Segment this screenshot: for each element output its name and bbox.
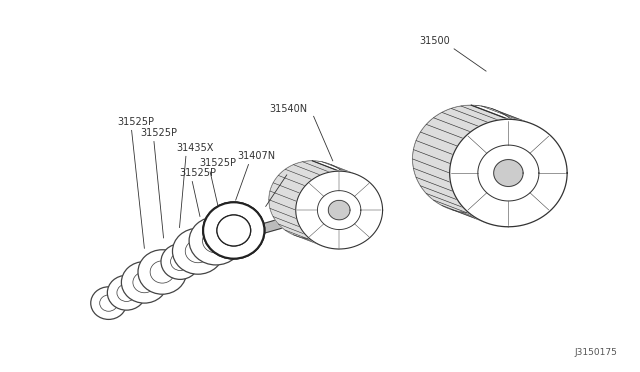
Polygon shape (269, 161, 339, 249)
Text: 31407N: 31407N (237, 151, 275, 161)
Ellipse shape (91, 287, 127, 320)
Ellipse shape (173, 228, 223, 274)
Ellipse shape (202, 229, 229, 253)
Ellipse shape (203, 202, 264, 259)
Text: 31525P: 31525P (118, 117, 155, 127)
Text: 31500: 31500 (420, 36, 451, 46)
Polygon shape (413, 105, 530, 213)
Text: J3150175: J3150175 (574, 348, 617, 357)
Ellipse shape (171, 253, 189, 270)
Ellipse shape (108, 275, 146, 310)
Polygon shape (296, 171, 383, 249)
Text: 31540N: 31540N (269, 104, 307, 114)
Ellipse shape (189, 217, 243, 265)
Ellipse shape (203, 202, 264, 259)
Polygon shape (493, 160, 523, 186)
Polygon shape (246, 206, 332, 236)
Ellipse shape (185, 240, 211, 263)
Polygon shape (269, 161, 356, 238)
Polygon shape (328, 201, 350, 220)
Ellipse shape (133, 272, 156, 293)
Ellipse shape (150, 261, 174, 283)
Text: 31525P: 31525P (199, 158, 236, 168)
Ellipse shape (122, 262, 168, 303)
Polygon shape (450, 119, 567, 227)
Ellipse shape (138, 250, 186, 294)
Ellipse shape (217, 215, 251, 246)
Text: 31435X: 31435X (177, 142, 214, 153)
Ellipse shape (117, 284, 136, 301)
Polygon shape (413, 105, 508, 227)
Text: 31555: 31555 (288, 170, 319, 180)
Text: 31525P: 31525P (141, 128, 177, 138)
Text: 31525P: 31525P (179, 168, 216, 178)
Polygon shape (346, 195, 369, 214)
Ellipse shape (217, 215, 251, 246)
Ellipse shape (100, 295, 118, 311)
Ellipse shape (161, 244, 199, 279)
